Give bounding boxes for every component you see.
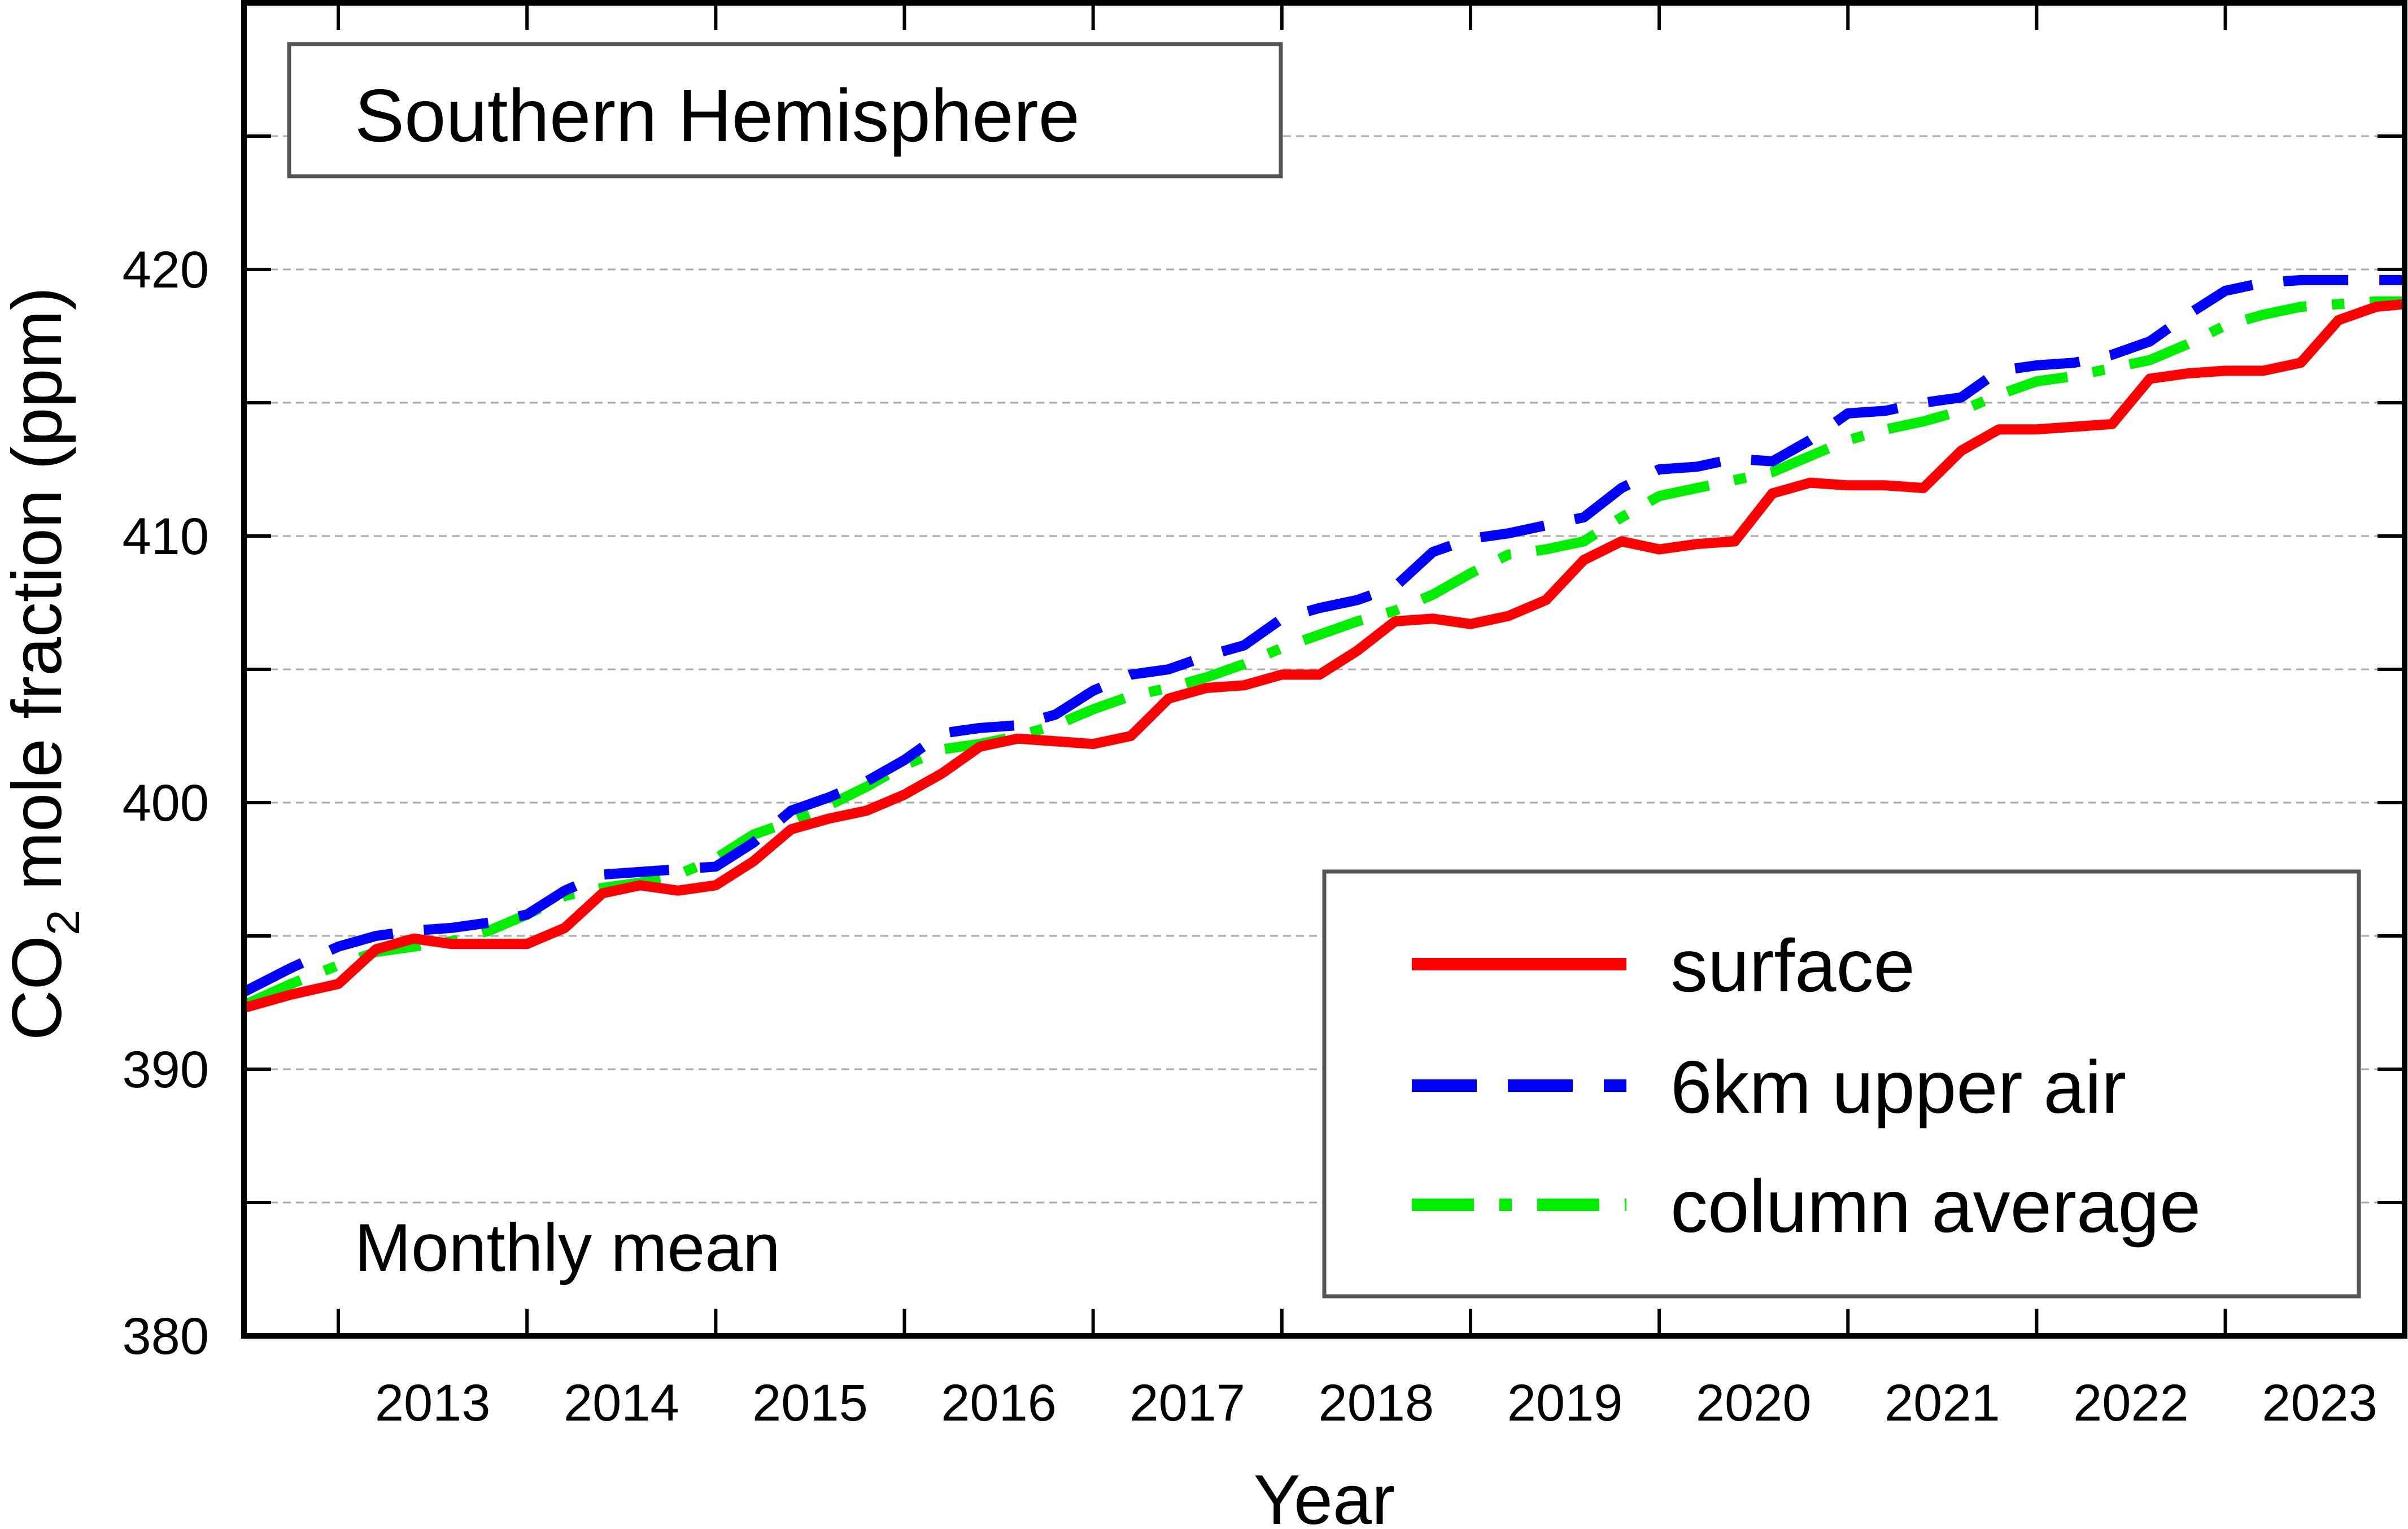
x-tick-label: 2013 xyxy=(375,1374,491,1432)
x-tick-label: 2019 xyxy=(1507,1374,1623,1432)
y-axis-title-subscript: 2 xyxy=(38,909,89,935)
chart-title: Southern Hemisphere xyxy=(355,74,1080,157)
title-box: Southern Hemisphere xyxy=(287,42,1283,178)
y-tick-label: 390 xyxy=(123,1041,210,1099)
x-tick-label: 2018 xyxy=(1319,1374,1434,1432)
y-axis-title-suffix: mole fraction (ppm) xyxy=(0,287,76,910)
x-tick-label: 2017 xyxy=(1129,1374,1245,1432)
y-tick-label: 380 xyxy=(123,1308,210,1365)
y-tick-label: 400 xyxy=(123,774,210,832)
x-tick-label: 2022 xyxy=(2073,1374,2189,1432)
x-axis-title: Year xyxy=(1254,1461,1395,1529)
legend-label-surface: surface xyxy=(1670,924,1915,1007)
legend-box xyxy=(1322,869,2361,1299)
series-lines xyxy=(241,275,2405,1013)
legend: surface 6km upper air column average xyxy=(1322,869,2361,1299)
x-tick-label: 2020 xyxy=(1696,1374,1812,1432)
ticks: 380 390 400 410 420 2013 2014 2015 2016 2017 2018 2… xyxy=(123,3,2405,1432)
legend-label-column-average: column average xyxy=(1670,1165,2201,1248)
plot-area-frame xyxy=(241,0,2407,1339)
x-tick-label: 2016 xyxy=(941,1374,1057,1432)
x-tick-label: 2015 xyxy=(752,1374,868,1432)
legend-label-upper-air: 6km upper air xyxy=(1670,1046,2126,1129)
series-line-6km-upper-air xyxy=(241,275,2405,997)
y-tick-label: 410 xyxy=(123,508,210,565)
y-axis-title: CO2 mole fraction (ppm) xyxy=(0,287,89,1040)
x-tick-label: 2014 xyxy=(564,1374,679,1432)
x-tick-label: 2021 xyxy=(1884,1374,2000,1432)
x-tick-label: 2023 xyxy=(2262,1374,2378,1432)
y-tick-label: 420 xyxy=(123,241,210,299)
y-axis-title-prefix: CO xyxy=(0,935,76,1040)
monthly-mean-annotation: Monthly mean xyxy=(355,1210,780,1286)
series-line-surface xyxy=(242,299,2405,1013)
